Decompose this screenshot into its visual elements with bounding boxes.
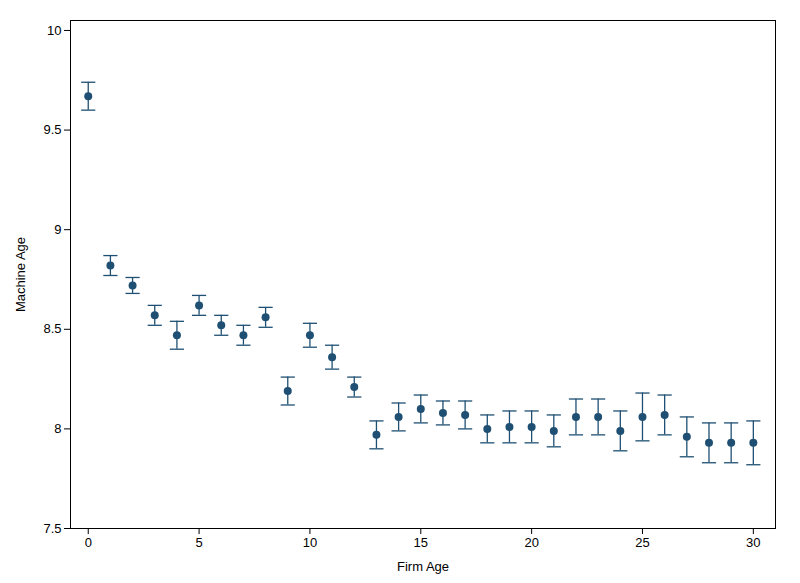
svg-text:20: 20: [524, 535, 538, 550]
svg-text:5: 5: [195, 535, 202, 550]
svg-text:15: 15: [414, 535, 428, 550]
svg-text:10: 10: [303, 535, 317, 550]
svg-text:Firm Age: Firm Age: [397, 559, 449, 574]
svg-text:9.5: 9.5: [43, 122, 61, 137]
svg-text:10: 10: [47, 23, 61, 38]
svg-text:7.5: 7.5: [43, 521, 61, 536]
svg-text:Machine Age: Machine Age: [13, 237, 28, 312]
svg-text:30: 30: [746, 535, 760, 550]
svg-text:9: 9: [54, 222, 61, 237]
svg-text:8: 8: [54, 421, 61, 436]
svg-text:25: 25: [635, 535, 649, 550]
svg-text:0: 0: [85, 535, 92, 550]
svg-text:8.5: 8.5: [43, 321, 61, 336]
